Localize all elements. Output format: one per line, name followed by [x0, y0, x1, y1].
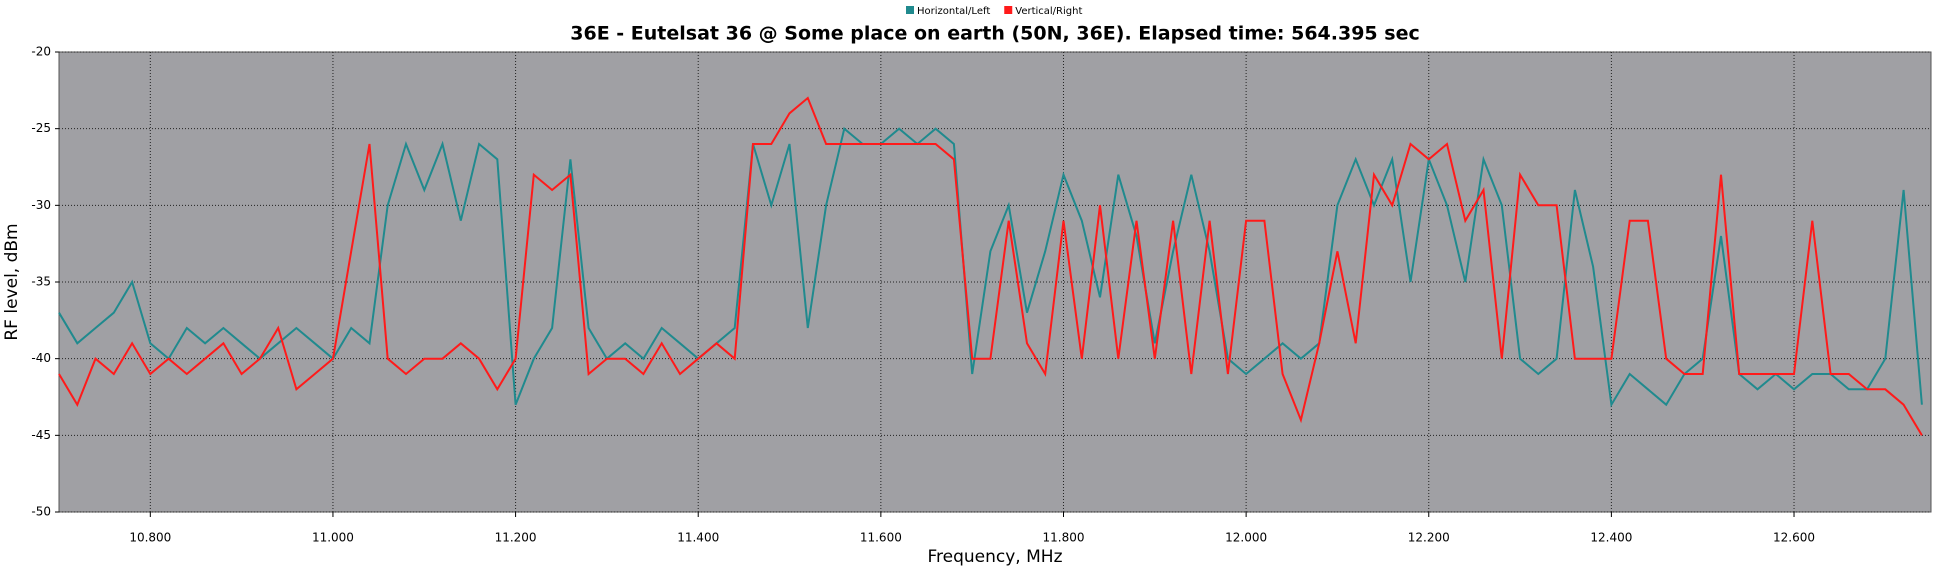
legend-label: Vertical/Right: [1015, 6, 1082, 17]
x-axis-label: Frequency, MHz: [927, 547, 1062, 567]
y-tick-label: -20: [31, 45, 51, 59]
series-line: [58, 96, 1923, 436]
y-axis-label: RF level, dBm: [2, 223, 22, 340]
chart-title: 36E - Eutelsat 36 @ Some place on earth …: [570, 23, 1419, 45]
x-tick-label: 12.200: [1408, 531, 1450, 545]
y-tick-label: -25: [31, 121, 51, 135]
legend-swatch: [906, 6, 914, 14]
x-tick-label: 10.800: [129, 531, 171, 545]
x-tick-label: 11.200: [495, 531, 537, 545]
y-tick-label: -30: [31, 198, 51, 212]
y-tick-label: -35: [31, 275, 51, 289]
series-line: [58, 126, 1923, 408]
x-tick-label: 12.400: [1590, 531, 1632, 545]
y-tick-label: -50: [31, 505, 51, 519]
x-tick-label: 12.600: [1773, 531, 1815, 545]
x-tick-label: 12.000: [1225, 531, 1267, 545]
legend-label: Horizontal/Left: [917, 6, 990, 17]
y-tick-label: -40: [31, 351, 51, 365]
legend-swatch: [1004, 6, 1013, 14]
y-tick-label: -45: [31, 428, 51, 442]
x-tick-label: 11.400: [677, 531, 719, 545]
x-tick-label: 11.800: [1042, 531, 1084, 545]
x-tick-label: 11.000: [312, 531, 354, 545]
x-tick-label: 11.600: [860, 531, 902, 545]
